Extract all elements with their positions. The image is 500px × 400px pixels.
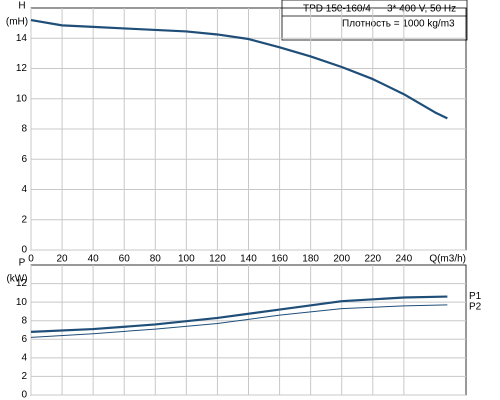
y-axis-label: H: [18, 1, 25, 12]
y-tick-label: 14: [16, 33, 28, 44]
series-line: [30, 19, 448, 120]
x-tick-label: 40: [88, 254, 100, 265]
x-axis-label: Q(m3/h): [429, 254, 466, 265]
y-axis-unit: (mH): [6, 17, 28, 28]
y-tick-label: 4: [21, 352, 27, 363]
model-text: TPD 150-160/4: [303, 4, 371, 15]
y-tick-label: 0: [21, 245, 27, 256]
series-line: [30, 295, 448, 333]
x-tick-label: 200: [333, 254, 350, 265]
y-axis-label: P: [19, 258, 26, 269]
x-tick-label: 180: [302, 254, 319, 265]
x-tick-label: 220: [364, 254, 381, 265]
series-label: P1: [469, 291, 482, 302]
y-tick-label: 12: [16, 63, 28, 74]
y-tick-label: 6: [21, 334, 27, 345]
density-text: Плотность = 1000 kg/m3: [342, 19, 455, 30]
y-tick-label: 10: [16, 297, 28, 308]
x-tick-label: 100: [178, 254, 195, 265]
voltage-text: 3* 400 V, 50 Hz: [387, 4, 456, 15]
y-tick-label: 2: [21, 214, 27, 225]
y-tick-label: 4: [21, 184, 27, 195]
y-tick-label: 2: [21, 371, 27, 382]
x-tick-label: 240: [396, 254, 413, 265]
y-tick-label: 0: [21, 390, 27, 400]
x-tick-label: 120: [209, 254, 226, 265]
y-tick-label: 12: [16, 278, 28, 289]
series-line: [30, 304, 448, 338]
x-tick-label: 0: [28, 254, 34, 265]
info-box: [281, 0, 468, 41]
y-tick-label: 10: [16, 93, 28, 104]
y-axis-unit: (kW): [6, 274, 27, 285]
x-tick-label: 140: [240, 254, 257, 265]
x-tick-label: 80: [150, 254, 162, 265]
x-tick-label: 20: [57, 254, 69, 265]
series-label: P2: [469, 302, 482, 313]
y-tick-label: 8: [21, 315, 27, 326]
y-tick-label: 8: [21, 124, 27, 135]
x-tick-label: 160: [271, 254, 288, 265]
y-tick-label: 6: [21, 154, 27, 165]
x-tick-label: 60: [119, 254, 131, 265]
